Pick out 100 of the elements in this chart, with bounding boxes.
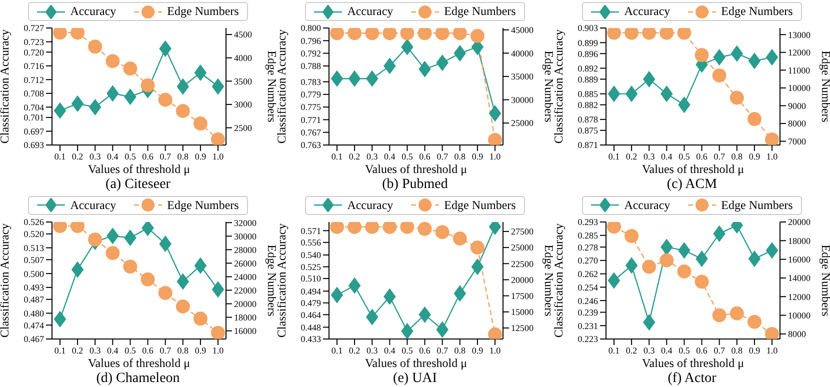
point [766,49,778,66]
y-tick-label: 0.701 [24,112,44,123]
point [106,227,119,244]
y-tick-label: 0.520 [24,228,44,239]
x-tick-label: 1.0 [212,151,224,162]
x-tick-label: 0.3 [89,344,102,355]
point [158,285,172,300]
x-tick-label: 0.1 [608,151,620,162]
x-tick-label: 0.2 [626,344,638,355]
point [677,28,692,40]
point [106,246,120,260]
point [348,222,362,234]
x-tick-label: 1.0 [766,151,778,162]
point [53,28,67,40]
point [694,48,709,62]
point [452,28,467,40]
y2-axis-title: Edge Numbers [818,50,830,123]
point [176,273,189,289]
x-tick-label: 0.4 [107,151,119,162]
point [694,274,709,288]
y-tick-label: 0.510 [300,273,322,284]
y2-tick-label: 27500 [511,226,534,236]
point [607,28,621,40]
point [158,92,172,107]
point [452,231,467,246]
x-tick-label: 0.4 [384,344,396,355]
point [384,288,396,304]
x-tick-label: 0.8 [731,344,744,355]
point [176,298,190,313]
y-tick-label: 0.775 [300,102,322,112]
point [418,306,431,322]
legend-label: Edge Numbers [720,4,793,19]
x-tick-label: 0.6 [696,151,708,162]
y2-tick-label: 9000 [788,100,806,111]
x-axis-title: Values of threshold μ [88,356,190,370]
y-tick-label: 0.556 [300,237,322,248]
point [72,261,84,278]
point [330,286,344,302]
x-tick-label: 0.6 [419,151,431,162]
y2-tick-label: 10000 [788,83,811,94]
point [330,70,344,87]
point [748,250,760,266]
y-tick-label: 0.885 [578,89,598,100]
y2-tick-label: 12500 [511,322,534,333]
point [660,28,674,40]
x-tick-label: 0.1 [54,344,66,355]
point [142,222,154,236]
text: (f) Actor [666,370,718,386]
y2-tick-label: 35000 [511,72,534,82]
point [608,86,620,102]
x-axis-title: Values of threshold μ [364,356,468,370]
point [470,240,484,254]
point [159,235,172,252]
point [730,46,743,62]
point [72,96,84,112]
point [643,71,656,88]
legend-label: Accuracy [346,198,394,212]
point [678,96,690,113]
y-tick-label: 0.494 [300,286,322,296]
point [624,28,639,40]
point [626,256,638,273]
y2-tick-label: 45000 [511,25,534,36]
point [765,132,779,145]
point [713,49,726,66]
x-tick-label: 0.3 [643,151,656,162]
point [106,54,120,68]
y-tick-label: 0.513 [24,242,44,252]
y-tick-label: 0.783 [300,76,322,87]
y-tick-label: 0.500 [24,268,44,278]
x-tick-label: 0.5 [678,151,690,162]
legend-label: Accuracy [69,4,116,19]
y-tick-label: 0.526 [24,216,44,227]
y-tick-label: 0.896 [578,48,598,59]
x-tick-label: 0.6 [142,344,154,355]
point [330,222,344,234]
y2-tick-label: 22500 [511,258,534,268]
legend-label: Accuracy [623,4,670,19]
x-tick-label: 0.7 [160,344,172,355]
point [400,28,414,40]
point [696,250,708,266]
point [193,116,208,131]
point [124,88,136,105]
point [365,222,380,234]
point [88,232,102,246]
y2-tick-label: 24000 [234,271,257,282]
y2-tick-label: 15000 [511,306,534,317]
text: (e) UAI [392,370,438,386]
point [678,242,690,258]
y2-tick-label: 16000 [234,326,257,336]
legend-label: Accuracy [346,4,394,19]
y2-axis-title: Edge Numbers [818,244,830,316]
y-tick-label: 0.878 [578,114,598,125]
y-tick-label: 0.278 [578,242,598,252]
legend-label: Accuracy [69,198,116,212]
point [212,78,224,94]
point [348,277,361,294]
x-tick-label: 0.3 [89,151,102,162]
point [642,28,656,40]
y2-tick-label: 25000 [511,242,534,252]
x-tick-label: 0.9 [748,151,761,162]
